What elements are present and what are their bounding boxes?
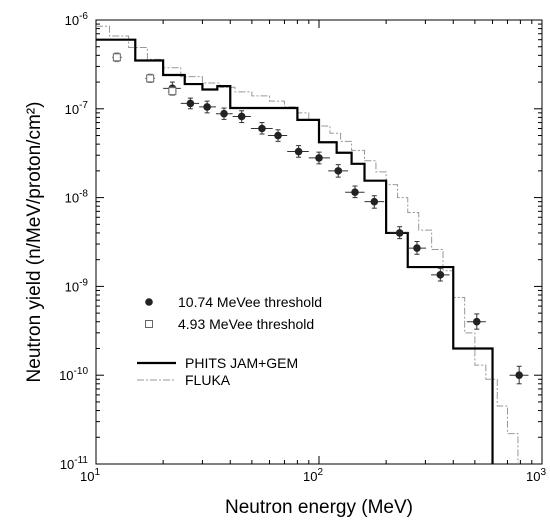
circle-point bbox=[199, 100, 216, 114]
legend-item: 4.93 MeVee threshold bbox=[145, 316, 314, 332]
phits-line bbox=[96, 38, 494, 464]
legend-marker bbox=[145, 298, 153, 306]
y-tick-label: 10-9 bbox=[65, 277, 89, 294]
legend-label: 10.74 MeVee threshold bbox=[178, 294, 322, 310]
data-marker bbox=[294, 147, 303, 156]
axis-ticks bbox=[95, 19, 543, 465]
data-marker bbox=[436, 271, 445, 279]
circle-point bbox=[232, 110, 251, 124]
circle-point bbox=[250, 122, 273, 135]
legend-marker bbox=[145, 320, 153, 328]
circle-point bbox=[407, 241, 427, 255]
circle-point bbox=[509, 365, 529, 385]
plot-area bbox=[96, 25, 529, 464]
data-marker bbox=[351, 188, 359, 197]
y-tick-label: 10-10 bbox=[59, 366, 88, 383]
square-point bbox=[112, 52, 123, 63]
data-marker bbox=[258, 124, 266, 133]
circle-point bbox=[308, 151, 330, 165]
circle-point bbox=[364, 195, 385, 209]
circle-point bbox=[431, 267, 450, 282]
legend-item: 10.74 MeVee threshold bbox=[145, 294, 322, 310]
circle-point bbox=[215, 107, 233, 120]
y-tick-label: 10-11 bbox=[60, 455, 89, 472]
circle-point bbox=[287, 145, 309, 158]
data-marker bbox=[274, 131, 282, 140]
data-marker bbox=[370, 197, 379, 206]
legend-item: PHITS JAM+GEM bbox=[137, 355, 298, 371]
data-marker bbox=[203, 103, 211, 111]
data-marker bbox=[220, 109, 228, 118]
legend: 10.74 MeVee threshold 4.93 MeVee threshol… bbox=[137, 294, 322, 388]
y-tick-label: 10-6 bbox=[65, 11, 89, 28]
fluka-line bbox=[96, 25, 519, 464]
legend-label: 4.93 MeVee threshold bbox=[178, 316, 314, 332]
x-axis-title: Neutron energy (MeV) bbox=[225, 497, 413, 518]
x-tick-label: 101 bbox=[80, 467, 100, 484]
legend-item: FLUKA bbox=[137, 372, 231, 388]
data-marker bbox=[515, 371, 523, 380]
circle-point bbox=[328, 164, 349, 178]
fluka-series bbox=[96, 25, 519, 464]
data-marker bbox=[413, 244, 421, 252]
data-marker bbox=[472, 317, 481, 326]
data-marker bbox=[395, 229, 404, 237]
y-tick-label: 10-8 bbox=[65, 189, 89, 206]
legend-label: FLUKA bbox=[185, 372, 231, 388]
circle-point bbox=[389, 226, 410, 240]
y-axis-title: Neutron yield (n/MeV/proton/cm²) bbox=[24, 102, 45, 383]
axis-tick-labels: 101 102 103 10-11 10-10 10-9 10-8 10-7 10-6 bbox=[59, 11, 546, 484]
circle-point bbox=[345, 185, 365, 199]
plot-frame bbox=[95, 19, 543, 465]
data-marker bbox=[146, 74, 155, 83]
circle-point bbox=[466, 313, 486, 330]
circle-point bbox=[267, 129, 288, 142]
data-points bbox=[112, 52, 529, 385]
data-marker bbox=[168, 87, 177, 96]
phits-series bbox=[96, 38, 494, 464]
y-tick-label: 10-7 bbox=[65, 100, 89, 117]
data-marker bbox=[315, 154, 323, 162]
data-marker bbox=[237, 112, 246, 121]
x-tick-label: 102 bbox=[303, 467, 323, 484]
square-point bbox=[167, 86, 177, 96]
data-marker bbox=[334, 167, 343, 175]
data-marker bbox=[112, 53, 121, 62]
square-point bbox=[145, 73, 156, 83]
data-marker bbox=[186, 99, 195, 108]
legend-label: PHITS JAM+GEM bbox=[185, 355, 298, 371]
circle-point bbox=[180, 97, 200, 110]
x-tick-label: 103 bbox=[526, 467, 546, 484]
